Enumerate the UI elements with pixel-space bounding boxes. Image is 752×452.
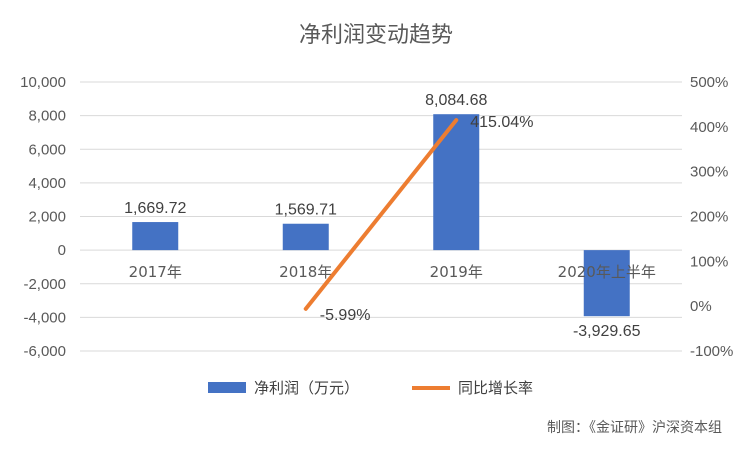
line-data-label: 415.04% xyxy=(470,114,533,131)
left-tick-label: -6,000 xyxy=(23,343,66,360)
bar-data-label: 8,084.68 xyxy=(425,92,487,109)
bar-data-label: -3,929.65 xyxy=(573,323,641,340)
category-label: 2017年 xyxy=(129,263,182,281)
right-axis-ticks: 500% 400% 300% 200% 100% 0% -100% xyxy=(690,74,733,360)
legend-bar-label: 净利润（万元） xyxy=(254,379,359,397)
right-tick-label: 100% xyxy=(690,253,728,270)
right-tick-label: 300% xyxy=(690,164,728,181)
right-tick-label: 400% xyxy=(690,119,728,136)
bar-series xyxy=(132,114,630,317)
bar xyxy=(583,250,630,317)
left-tick-label: 6,000 xyxy=(28,141,66,158)
line-series xyxy=(303,118,459,311)
right-tick-label: 500% xyxy=(690,74,728,91)
bar-data-label: 1,569.71 xyxy=(275,202,337,219)
left-tick-label: -4,000 xyxy=(23,309,66,326)
category-labels: 2017年 2018年 2019年 2020年上半年 xyxy=(129,263,656,281)
left-tick-label: 10,000 xyxy=(20,74,66,91)
data-labels: 1,669.72 1,569.71 8,084.68 -3,929.65 -5.99% 4… xyxy=(124,92,641,340)
chart-title: 净利润变动趋势 xyxy=(299,23,453,48)
left-tick-label: 4,000 xyxy=(28,175,66,192)
bar xyxy=(282,223,329,251)
legend: 净利润（万元） 同比增长率 xyxy=(208,379,533,397)
growth-line xyxy=(303,118,459,311)
right-tick-label: 200% xyxy=(690,209,728,226)
legend-bar-swatch xyxy=(208,382,246,393)
right-tick-label: -100% xyxy=(690,343,733,360)
left-tick-label: 2,000 xyxy=(28,209,66,226)
category-label: 2019年 xyxy=(430,263,483,281)
bar-data-label: 1,669.72 xyxy=(124,200,186,217)
left-axis-ticks: 10,000 8,000 6,000 4,000 2,000 0 -2,000 -4,000 -… xyxy=(20,74,66,360)
left-tick-label: -2,000 xyxy=(23,276,66,293)
line-data-label: -5.99% xyxy=(320,307,371,324)
bar xyxy=(433,114,480,251)
chart-credit: 制图：《金证研》沪深资本组 xyxy=(547,420,722,436)
left-tick-label: 0 xyxy=(58,242,66,259)
right-tick-label: 0% xyxy=(690,298,712,315)
category-label: 2018年 xyxy=(279,263,332,281)
left-tick-label: 8,000 xyxy=(28,108,66,125)
category-label: 2020年上半年 xyxy=(558,263,656,281)
legend-line-label: 同比增长率 xyxy=(458,379,533,397)
bar xyxy=(132,222,179,251)
